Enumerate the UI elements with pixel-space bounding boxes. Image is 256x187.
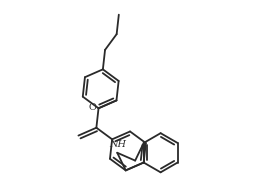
Text: O: O [88, 103, 96, 112]
Text: NH: NH [109, 140, 126, 149]
